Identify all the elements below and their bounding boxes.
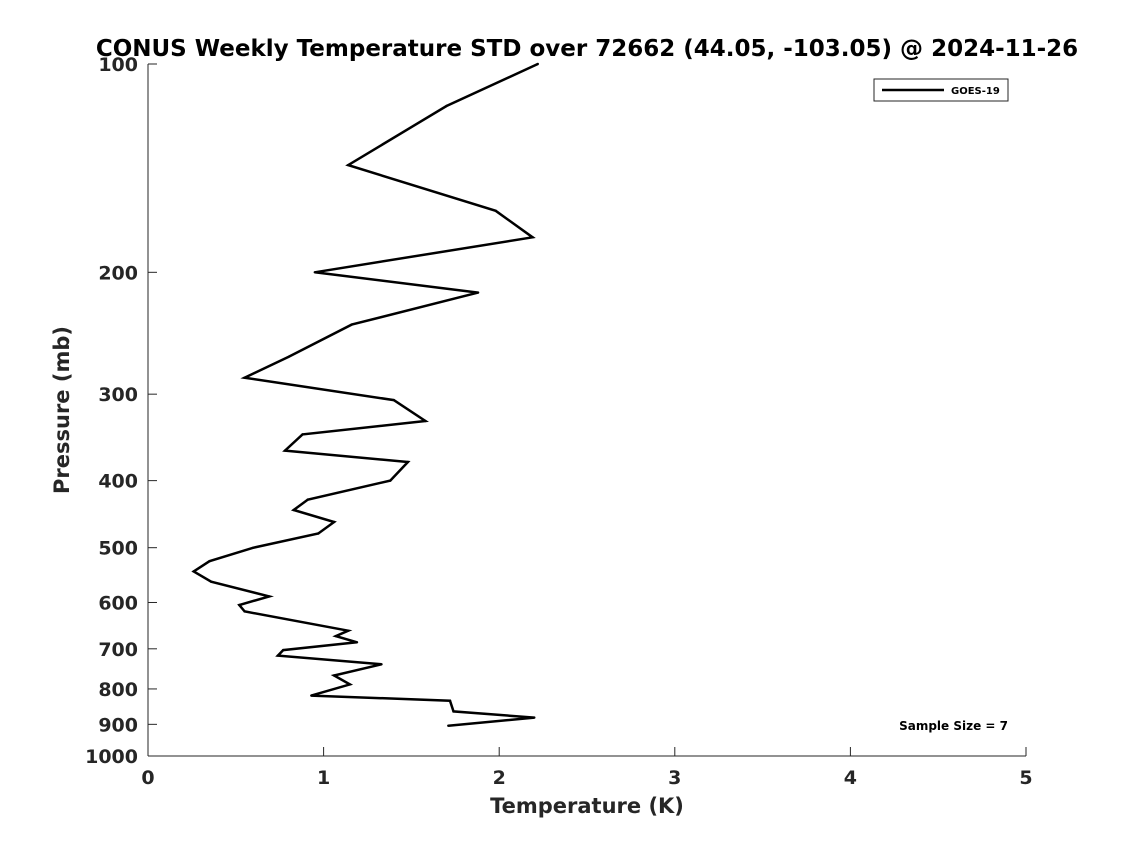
x-tick-label: 2 xyxy=(493,767,506,789)
data-point xyxy=(292,508,295,512)
data-point xyxy=(283,449,287,452)
y-axis-label: Pressure (mb) xyxy=(50,326,74,494)
y-tick-label: 300 xyxy=(98,384,138,406)
data-point xyxy=(282,648,285,652)
data-point xyxy=(243,610,246,613)
data-point xyxy=(392,398,395,402)
y-tick-label: 900 xyxy=(98,714,138,736)
data-point xyxy=(332,674,336,677)
data-point xyxy=(306,498,309,501)
data-point xyxy=(447,724,450,727)
data-point xyxy=(406,460,410,464)
data-point xyxy=(347,163,350,167)
data-point xyxy=(389,479,392,482)
data-point xyxy=(317,532,320,535)
data-point xyxy=(332,520,336,524)
data-point xyxy=(334,634,338,638)
data-point xyxy=(476,291,480,294)
data-point xyxy=(448,699,452,702)
data-point xyxy=(313,271,316,274)
x-tick-label: 5 xyxy=(1019,767,1032,789)
data-point xyxy=(310,694,313,697)
data-point xyxy=(533,716,536,719)
x-axis-label: Temperature (K) xyxy=(490,794,684,818)
data-point xyxy=(452,710,455,713)
chart-title: CONUS Weekly Temperature STD over 72662 … xyxy=(96,36,1078,62)
data-point xyxy=(350,323,353,326)
data-point xyxy=(494,209,497,212)
x-tick-label: 0 xyxy=(141,767,154,789)
data-point xyxy=(536,62,539,66)
sample-size-annotation: Sample Size = 7 xyxy=(899,719,1008,733)
data-point xyxy=(268,595,271,598)
data-point xyxy=(243,376,246,379)
data-point xyxy=(192,570,195,573)
x-tick-label: 4 xyxy=(844,767,857,789)
data-point xyxy=(210,580,213,583)
series-line-goes-19 xyxy=(191,62,539,727)
data-point xyxy=(208,560,211,563)
y-tick-label: 600 xyxy=(98,592,138,614)
series-layer xyxy=(191,62,539,727)
y-tick-label: 700 xyxy=(98,639,138,661)
data-point xyxy=(348,683,352,686)
legend-entry-goes-19: GOES-19 xyxy=(951,86,1000,97)
data-point xyxy=(380,663,383,666)
legend: GOES-19 xyxy=(873,78,1009,102)
y-tick-label: 1000 xyxy=(85,746,138,768)
data-point xyxy=(252,546,255,549)
data-point xyxy=(301,433,304,436)
y-tick-label: 100 xyxy=(98,54,138,76)
axes: 0 1 2 3 4 5 100 200 300 400 500 600 700 800 900 1000 xyxy=(85,54,1033,789)
y-tick-label: 500 xyxy=(98,538,138,560)
x-tick-label: 1 xyxy=(317,767,330,789)
data-point xyxy=(531,236,534,239)
data-point xyxy=(276,654,280,657)
y-tick-label: 200 xyxy=(98,262,138,284)
data-point xyxy=(347,629,350,632)
y-tick-label: 400 xyxy=(98,471,138,493)
data-point xyxy=(355,641,359,644)
data-point xyxy=(445,104,448,108)
data-point xyxy=(424,419,427,423)
y-tick-label: 800 xyxy=(98,679,138,701)
data-point xyxy=(238,603,241,607)
x-tick-label: 3 xyxy=(668,767,681,789)
data-point xyxy=(287,355,290,359)
